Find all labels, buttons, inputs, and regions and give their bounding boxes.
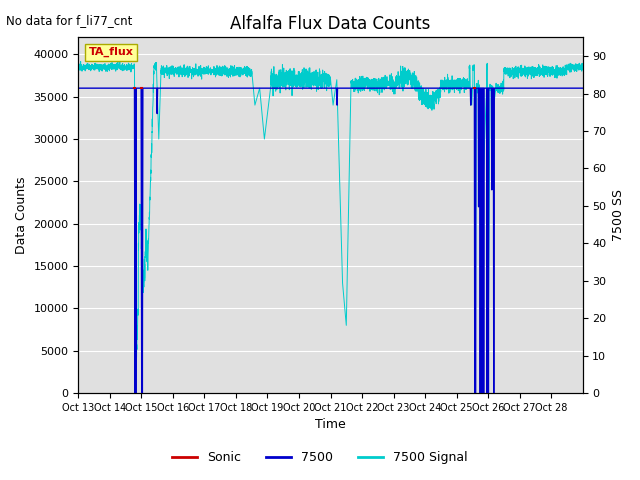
Y-axis label: 7500 SS: 7500 SS (612, 189, 625, 241)
Title: Alfalfa Flux Data Counts: Alfalfa Flux Data Counts (230, 15, 431, 33)
X-axis label: Time: Time (315, 419, 346, 432)
Text: No data for f_li77_cnt: No data for f_li77_cnt (6, 14, 132, 27)
Legend: Sonic, 7500, 7500 Signal: Sonic, 7500, 7500 Signal (167, 446, 473, 469)
Text: TA_flux: TA_flux (88, 47, 133, 58)
Y-axis label: Data Counts: Data Counts (15, 177, 28, 254)
